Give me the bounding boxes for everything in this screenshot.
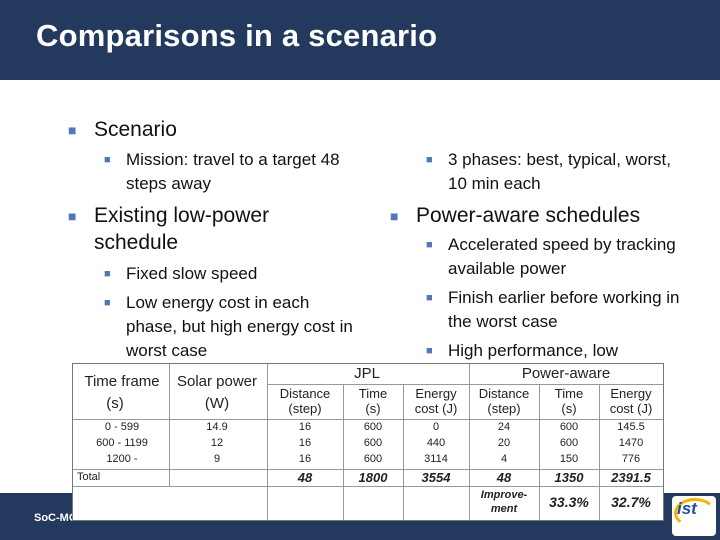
bullet-text: Low energy cost in each phase, but high … <box>126 293 353 360</box>
total-pa-time: 1350 <box>554 470 584 485</box>
improvement-label: Improve- ment <box>480 489 528 515</box>
row-frame: 600 - 1199 <box>96 437 148 449</box>
row-pa-distance: 24 <box>497 421 511 433</box>
total-jpl-distance: 48 <box>297 470 313 485</box>
row-jpl-energy: 440 <box>426 437 446 449</box>
row-pa-time: 150 <box>559 453 579 465</box>
slide-title: Comparisons in a scenario <box>36 18 438 53</box>
row-jpl-time: 600 <box>363 453 383 465</box>
row-pa-energy: 145.5 <box>617 421 645 433</box>
bullet-square-icon: ■ <box>390 208 399 224</box>
bullet-text: 3 phases: best, typical, worst, 10 min e… <box>448 150 671 193</box>
sub-jpl-time: Time (s) <box>358 386 388 416</box>
bullet-square-icon: ■ <box>68 122 77 138</box>
row-pa-time: 600 <box>559 421 579 433</box>
bullet-text: Finish earlier before working in the wor… <box>448 288 680 331</box>
total-pa-energy: 2391.5 <box>611 470 651 485</box>
row-jpl-time: 600 <box>363 421 383 433</box>
header-solar-unit: (W) <box>204 395 230 412</box>
bullet-text: Fixed slow speed <box>126 264 258 283</box>
bullet-square-icon: ■ <box>426 239 433 251</box>
sub-pa-distance: Distance (step) <box>478 386 530 416</box>
row-jpl-energy: 3114 <box>424 453 448 465</box>
total-jpl-energy: 3554 <box>421 470 451 485</box>
header-solar-power: Solar power <box>176 373 258 390</box>
bullet-square-icon: ■ <box>426 154 433 166</box>
bullet-text: Mission: travel to a target 48 steps awa… <box>126 150 340 193</box>
bullet-fixed: ■ Fixed slow speed <box>104 262 376 286</box>
sub-pa-energy: Energy cost (J) <box>609 386 653 416</box>
row-jpl-distance: 16 <box>298 453 312 465</box>
bullet-square-icon: ■ <box>68 208 77 224</box>
ist-logo: ist <box>672 496 716 536</box>
bullet-accel: ■ Accelerated speed by tracking availabl… <box>426 233 698 281</box>
bullet-text: High performance, low <box>448 341 619 360</box>
header-time-frame-unit: (s) <box>106 395 124 412</box>
bullet-text: Power-aware schedules <box>416 204 641 227</box>
header-power-aware: Power-aware <box>521 365 611 382</box>
bullet-text: Scenario <box>94 118 177 141</box>
bullet-finish: ■ Finish earlier before working in the w… <box>426 286 698 334</box>
row-jpl-time: 600 <box>363 437 383 449</box>
bullet-text: Accelerated speed by tracking available … <box>448 235 676 278</box>
bullet-text: Existing low-power schedule <box>94 204 270 254</box>
row-solar: 12 <box>210 437 224 449</box>
row-pa-time: 600 <box>559 437 579 449</box>
bullet-mission: ■ Mission: travel to a target 48 steps a… <box>104 148 376 196</box>
total-jpl-time: 1800 <box>358 470 388 485</box>
comparison-table: Time frame (s) Solar power (W) JPL Power… <box>72 363 664 521</box>
bullet-square-icon: ■ <box>104 297 111 309</box>
row-frame: 0 - 599 <box>104 421 140 433</box>
bullet-square-icon: ■ <box>104 154 111 166</box>
logo-ring-icon <box>674 498 716 528</box>
total-label: Total <box>77 471 101 483</box>
row-solar: 14.9 <box>206 421 228 433</box>
improvement-energy: 32.7% <box>611 494 651 510</box>
row-jpl-energy: 0 <box>432 421 440 433</box>
row-pa-energy: 776 <box>621 453 641 465</box>
sub-jpl-distance: Distance (step) <box>279 386 331 416</box>
header-jpl: JPL <box>354 365 380 382</box>
bullet-phases: ■ 3 phases: best, typical, worst, 10 min… <box>426 148 688 196</box>
bullet-square-icon: ■ <box>426 345 433 357</box>
sub-pa-time: Time (s) <box>554 386 584 416</box>
bullet-square-icon: ■ <box>426 292 433 304</box>
improvement-time: 33.3% <box>549 494 589 510</box>
row-frame: 1200 - <box>106 453 138 465</box>
row-jpl-distance: 16 <box>298 421 312 433</box>
row-pa-distance: 4 <box>500 453 508 465</box>
sub-jpl-energy: Energy cost (J) <box>414 386 458 416</box>
header-time-frame: Time frame <box>84 373 160 390</box>
bullet-existing: ■ Existing low-power schedule <box>68 202 334 256</box>
row-jpl-distance: 16 <box>298 437 312 449</box>
total-pa-distance: 48 <box>496 470 512 485</box>
bullet-scenario: ■ Scenario <box>68 116 364 143</box>
logo-text: ist <box>677 499 697 518</box>
bullet-highperf: ■ High performance, low <box>426 339 698 363</box>
bullet-power-aware: ■ Power-aware schedules <box>390 202 696 229</box>
row-pa-energy: 1470 <box>618 437 644 449</box>
row-solar: 9 <box>213 453 221 465</box>
row-pa-distance: 20 <box>497 437 511 449</box>
bullet-square-icon: ■ <box>104 268 111 280</box>
title-bar: Comparisons in a scenario <box>0 0 720 80</box>
bullet-lowenergy: ■ Low energy cost in each phase, but hig… <box>104 291 356 363</box>
